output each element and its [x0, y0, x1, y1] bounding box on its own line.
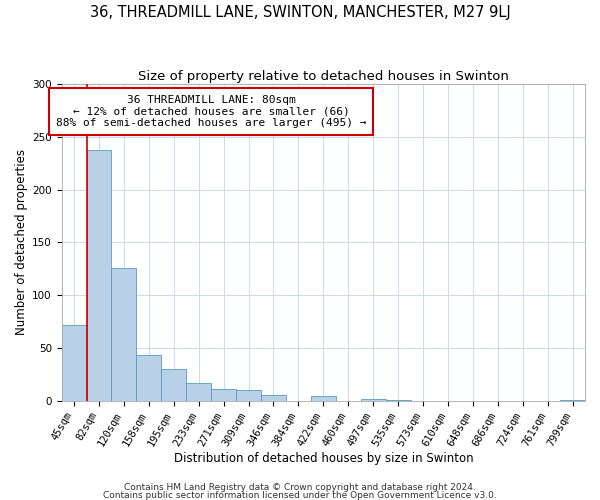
Bar [112, 268, 136, 400]
Bar [211, 389, 236, 400]
Text: Contains HM Land Registry data © Crown copyright and database right 2024.: Contains HM Land Registry data © Crown c… [124, 484, 476, 492]
Bar [261, 396, 286, 400]
Text: Contains public sector information licensed under the Open Government Licence v3: Contains public sector information licen… [103, 490, 497, 500]
Bar [186, 382, 211, 400]
Y-axis label: Number of detached properties: Number of detached properties [15, 150, 28, 336]
Text: 36 THREADMILL LANE: 80sqm
← 12% of detached houses are smaller (66)
88% of semi-: 36 THREADMILL LANE: 80sqm ← 12% of detac… [56, 94, 367, 128]
Bar [62, 324, 86, 400]
Bar [236, 390, 261, 400]
Title: Size of property relative to detached houses in Swinton: Size of property relative to detached ho… [138, 70, 509, 83]
Bar [311, 396, 336, 400]
Bar [86, 150, 112, 400]
Bar [161, 369, 186, 400]
Text: 36, THREADMILL LANE, SWINTON, MANCHESTER, M27 9LJ: 36, THREADMILL LANE, SWINTON, MANCHESTER… [89, 5, 511, 20]
X-axis label: Distribution of detached houses by size in Swinton: Distribution of detached houses by size … [173, 452, 473, 465]
Bar [136, 356, 161, 401]
Bar [361, 398, 386, 400]
